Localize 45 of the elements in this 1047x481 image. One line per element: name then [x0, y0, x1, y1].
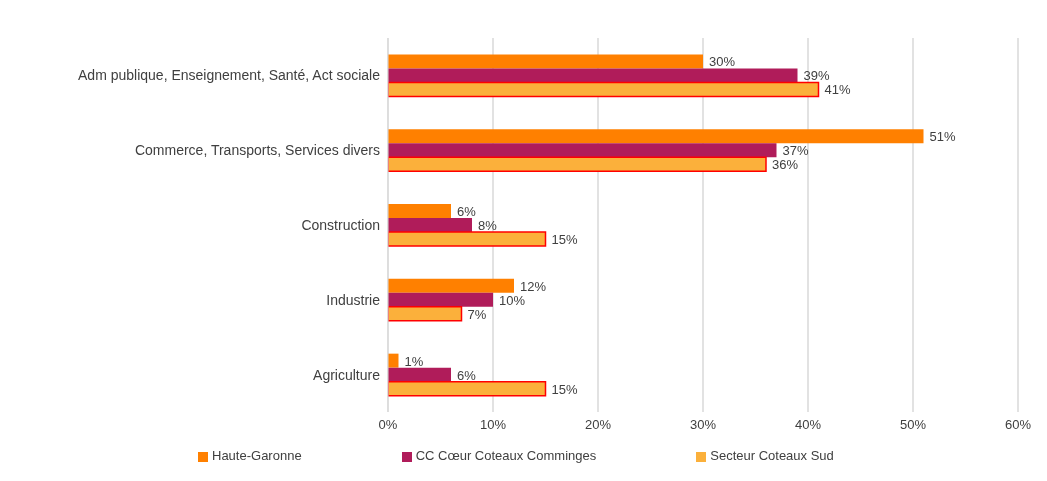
data-label: 8% [478, 218, 498, 234]
x-tick-label: 60% [1004, 417, 1032, 433]
x-tick-label: 20% [584, 417, 612, 433]
data-label: 1% [404, 353, 424, 369]
data-label: 15% [551, 381, 578, 397]
data-label: 10% [499, 292, 526, 308]
bar [388, 218, 472, 233]
bar [388, 380, 547, 397]
bar [388, 231, 547, 247]
y-tick-label: Agriculture [313, 366, 381, 383]
y-tick-label: Industrie [326, 291, 381, 308]
y-tick-label: Construction [301, 216, 380, 233]
bar [388, 81, 820, 98]
bar [388, 367, 451, 382]
data-label: 6% [457, 204, 477, 220]
x-tick-label: 0% [378, 417, 398, 433]
legend-label: Haute-Garonne [212, 448, 302, 463]
data-label: 37% [782, 143, 809, 159]
data-label: 51% [929, 129, 956, 145]
x-tick-label: 30% [689, 417, 717, 433]
bar [388, 204, 451, 219]
data-label: 36% [772, 157, 799, 173]
legend-label: Secteur Coteaux Sud [710, 448, 834, 463]
data-label: 39% [803, 68, 830, 84]
x-tick-label: 50% [899, 417, 927, 433]
bar [388, 353, 399, 368]
bar [388, 292, 493, 307]
data-label: 30% [709, 54, 736, 70]
data-label: 12% [520, 278, 547, 294]
y-tick-label: Adm publique, Enseignement, Santé, Act sociale [78, 67, 381, 84]
data-label: 7% [467, 306, 487, 322]
bar [388, 306, 463, 322]
bar [388, 143, 777, 158]
data-label: 41% [824, 82, 851, 98]
x-tick-label: 10% [479, 417, 507, 433]
y-tick-label: Commerce, Transports, Services divers [134, 142, 380, 159]
x-tick-label: 40% [794, 417, 822, 433]
bar [388, 129, 924, 144]
bar [388, 68, 798, 83]
bar [388, 156, 767, 173]
legend-label: CC Cœur Coteaux Comminges [415, 448, 597, 463]
data-label: 15% [551, 232, 578, 248]
bar [388, 278, 514, 293]
data-label: 6% [457, 367, 477, 383]
bar [388, 54, 703, 69]
